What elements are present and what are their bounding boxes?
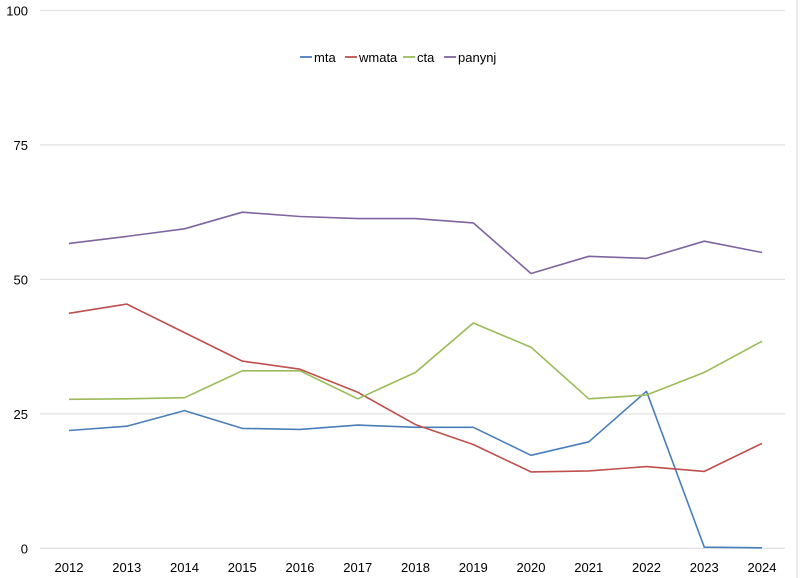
legend-label-cta: cta bbox=[417, 50, 435, 65]
legend-label-mta: mta bbox=[314, 50, 336, 65]
x-tick-label: 2024 bbox=[748, 560, 777, 575]
y-tick-label: 75 bbox=[14, 138, 28, 153]
y-tick-label: 100 bbox=[6, 4, 28, 19]
x-tick-label: 2014 bbox=[170, 560, 199, 575]
x-tick-label: 2021 bbox=[574, 560, 603, 575]
y-axis-ticks: 0 25 50 75 100 bbox=[6, 4, 28, 557]
series-line-wmata bbox=[68, 303, 763, 473]
series-line-cta bbox=[68, 322, 763, 401]
series-line-panynj bbox=[68, 211, 763, 275]
x-tick-label: 2022 bbox=[632, 560, 661, 575]
legend-label-wmata: wmata bbox=[358, 50, 398, 65]
y-tick-label: 50 bbox=[14, 272, 28, 287]
x-tick-label: 2012 bbox=[55, 560, 84, 575]
x-tick-label: 2018 bbox=[401, 560, 430, 575]
x-axis-ticks: 2012 2013 2014 2015 2016 2017 2018 2019 2020 2021… bbox=[55, 560, 777, 575]
y-tick-label: 0 bbox=[21, 541, 28, 556]
x-tick-label: 2020 bbox=[517, 560, 546, 575]
x-tick-label: 2013 bbox=[112, 560, 141, 575]
series-line-mta bbox=[68, 390, 763, 549]
legend: mta wmata cta panynj bbox=[300, 50, 496, 65]
x-tick-label: 2017 bbox=[343, 560, 372, 575]
gridlines bbox=[40, 0, 798, 578]
y-tick-label: 25 bbox=[14, 407, 28, 422]
series-lines bbox=[68, 211, 763, 549]
x-tick-label: 2023 bbox=[690, 560, 719, 575]
legend-label-panynj: panynj bbox=[458, 50, 496, 65]
x-tick-label: 2019 bbox=[459, 560, 488, 575]
x-tick-label: 2016 bbox=[286, 560, 315, 575]
x-tick-label: 2015 bbox=[228, 560, 257, 575]
